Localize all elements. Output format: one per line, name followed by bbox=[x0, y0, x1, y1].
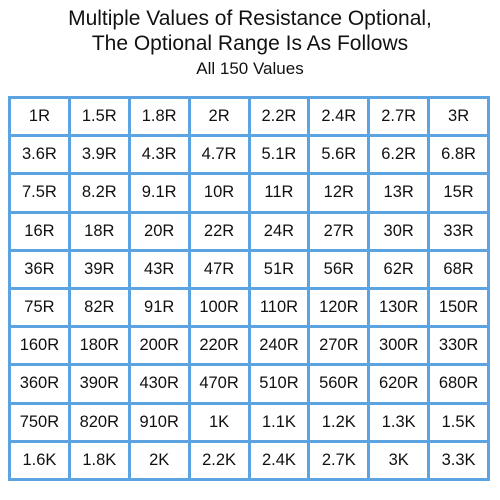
value-cell: 3R bbox=[430, 99, 487, 135]
value-cell: 5.6R bbox=[310, 137, 368, 173]
value-cell: 200R bbox=[130, 328, 188, 364]
value-cell: 39R bbox=[70, 251, 128, 287]
value-cell: 43R bbox=[130, 251, 188, 287]
value-cell: 360R bbox=[11, 366, 68, 402]
value-cell: 68R bbox=[430, 251, 487, 287]
value-cell: 820R bbox=[70, 404, 128, 440]
value-cell: 5.1R bbox=[250, 137, 308, 173]
value-cell: 82R bbox=[70, 290, 128, 326]
value-cell: 1.2K bbox=[310, 404, 368, 440]
value-cell: 10R bbox=[190, 175, 248, 211]
value-cell: 3.9R bbox=[70, 137, 128, 173]
value-cell: 1.5R bbox=[70, 99, 128, 135]
value-cell: 330R bbox=[430, 328, 487, 364]
value-cell: 390R bbox=[70, 366, 128, 402]
value-cell: 2.4R bbox=[310, 99, 368, 135]
value-cell: 270R bbox=[310, 328, 368, 364]
value-cell: 2.7K bbox=[310, 442, 368, 478]
value-cell: 22R bbox=[190, 213, 248, 249]
value-cell: 12R bbox=[310, 175, 368, 211]
value-cell: 91R bbox=[130, 290, 188, 326]
value-cell: 130R bbox=[370, 290, 428, 326]
value-cell: 3.6R bbox=[11, 137, 68, 173]
header: Multiple Values of Resistance Optional, … bbox=[0, 0, 500, 92]
value-cell: 27R bbox=[310, 213, 368, 249]
value-cell: 13R bbox=[370, 175, 428, 211]
value-cell: 150R bbox=[430, 290, 487, 326]
value-cell: 430R bbox=[130, 366, 188, 402]
resistance-values-grid: 1R 1.5R 1.8R 2R 2.2R 2.4R 2.7R 3R 3.6R 3.9R 4.3R 4.… bbox=[8, 96, 490, 481]
value-cell: 3K bbox=[370, 442, 428, 478]
value-cell: 15R bbox=[430, 175, 487, 211]
value-cell: 24R bbox=[250, 213, 308, 249]
value-cell: 51R bbox=[250, 251, 308, 287]
value-cell: 4.3R bbox=[130, 137, 188, 173]
subtitle: All 150 Values bbox=[196, 59, 304, 78]
title-line-1: Multiple Values of Resistance Optional, bbox=[68, 7, 432, 30]
value-cell: 30R bbox=[370, 213, 428, 249]
value-cell: 18R bbox=[70, 213, 128, 249]
value-cell: 7.5R bbox=[11, 175, 68, 211]
value-cell: 16R bbox=[11, 213, 68, 249]
value-cell: 47R bbox=[190, 251, 248, 287]
value-cell: 1.1K bbox=[250, 404, 308, 440]
value-cell: 62R bbox=[370, 251, 428, 287]
value-cell: 470R bbox=[190, 366, 248, 402]
value-cell: 2.2K bbox=[190, 442, 248, 478]
value-cell: 2.7R bbox=[370, 99, 428, 135]
value-cell: 6.8R bbox=[430, 137, 487, 173]
value-cell: 3.3K bbox=[430, 442, 487, 478]
value-cell: 1R bbox=[11, 99, 68, 135]
value-cell: 680R bbox=[430, 366, 487, 402]
value-cell: 75R bbox=[11, 290, 68, 326]
value-cell: 4.7R bbox=[190, 137, 248, 173]
value-cell: 2R bbox=[190, 99, 248, 135]
value-cell: 910R bbox=[130, 404, 188, 440]
value-cell: 220R bbox=[190, 328, 248, 364]
value-cell: 510R bbox=[250, 366, 308, 402]
value-cell: 1.8K bbox=[70, 442, 128, 478]
value-cell: 56R bbox=[310, 251, 368, 287]
value-cell: 2.4K bbox=[250, 442, 308, 478]
value-cell: 1.3K bbox=[370, 404, 428, 440]
value-cell: 160R bbox=[11, 328, 68, 364]
value-cell: 240R bbox=[250, 328, 308, 364]
value-cell: 110R bbox=[250, 290, 308, 326]
value-cell: 750R bbox=[11, 404, 68, 440]
value-cell: 1.6K bbox=[11, 442, 68, 478]
value-cell: 36R bbox=[11, 251, 68, 287]
value-cell: 560R bbox=[310, 366, 368, 402]
value-cell: 100R bbox=[190, 290, 248, 326]
value-cell: 300R bbox=[370, 328, 428, 364]
value-cell: 2.2R bbox=[250, 99, 308, 135]
value-cell: 620R bbox=[370, 366, 428, 402]
title-line-2: The Optional Range Is As Follows bbox=[91, 32, 409, 55]
value-cell: 9.1R bbox=[130, 175, 188, 211]
value-cell: 180R bbox=[70, 328, 128, 364]
value-cell: 1.8R bbox=[130, 99, 188, 135]
value-cell: 2K bbox=[130, 442, 188, 478]
value-cell: 120R bbox=[310, 290, 368, 326]
value-cell: 1.5K bbox=[430, 404, 487, 440]
value-cell: 6.2R bbox=[370, 137, 428, 173]
value-cell: 1K bbox=[190, 404, 248, 440]
value-cell: 8.2R bbox=[70, 175, 128, 211]
value-cell: 11R bbox=[250, 175, 308, 211]
value-cell: 33R bbox=[430, 213, 487, 249]
value-cell: 20R bbox=[130, 213, 188, 249]
